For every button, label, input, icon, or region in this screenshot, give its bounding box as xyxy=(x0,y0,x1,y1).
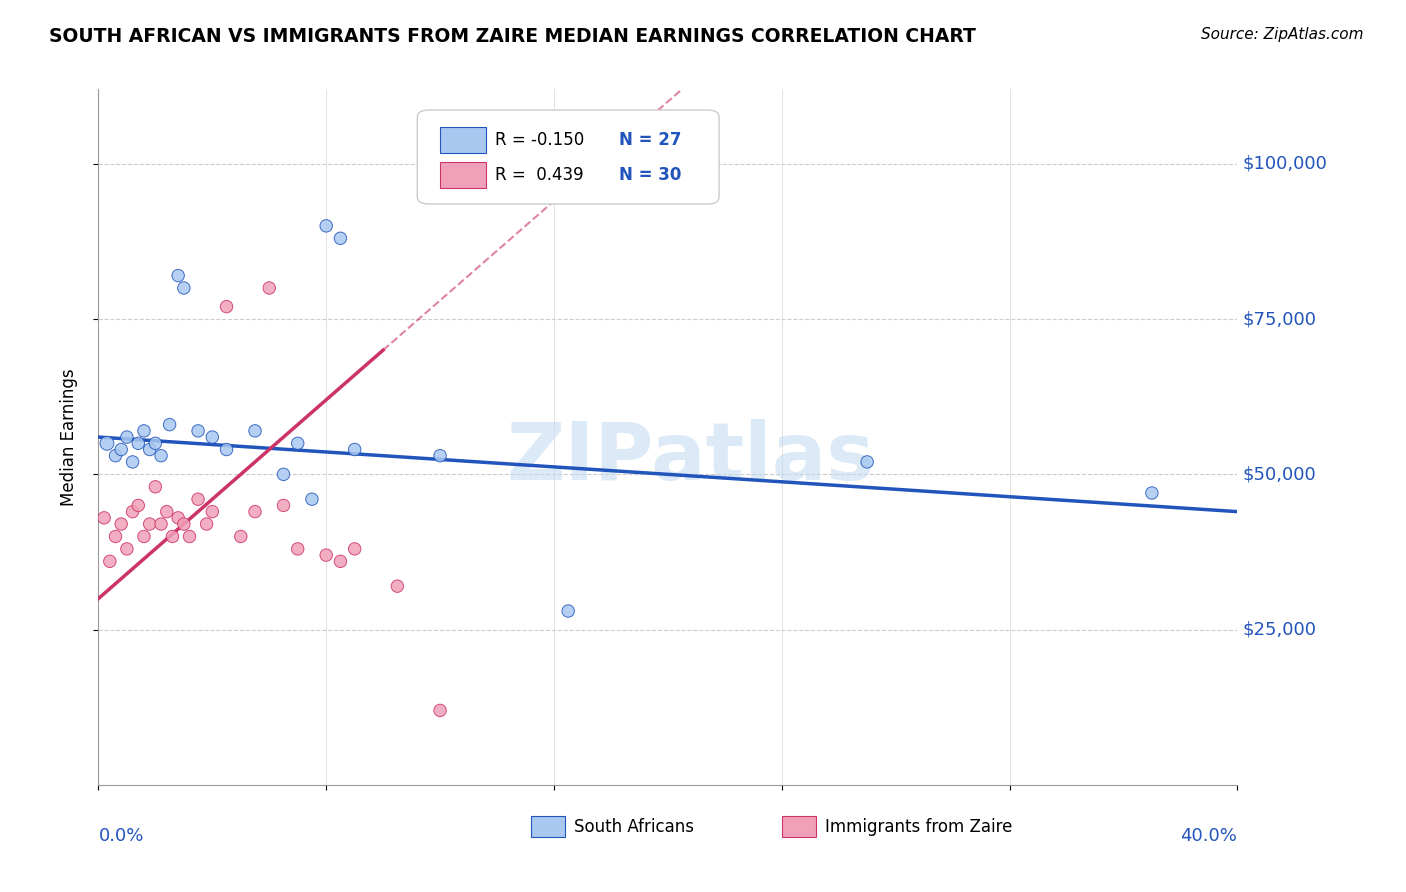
Text: $25,000: $25,000 xyxy=(1243,621,1317,639)
Point xyxy=(167,268,190,283)
Bar xyxy=(440,161,485,188)
Text: N = 27: N = 27 xyxy=(619,131,682,149)
Point xyxy=(329,231,352,245)
Point xyxy=(162,529,184,543)
Text: N = 30: N = 30 xyxy=(619,166,682,184)
Point xyxy=(159,417,181,432)
Point xyxy=(243,505,266,519)
Point xyxy=(243,424,266,438)
Point xyxy=(429,449,451,463)
Text: R = -0.150: R = -0.150 xyxy=(495,131,583,149)
Point xyxy=(132,529,155,543)
Point xyxy=(187,492,209,507)
Point xyxy=(156,505,179,519)
Point xyxy=(215,442,238,457)
Point xyxy=(93,511,115,525)
Text: SOUTH AFRICAN VS IMMIGRANTS FROM ZAIRE MEDIAN EARNINGS CORRELATION CHART: SOUTH AFRICAN VS IMMIGRANTS FROM ZAIRE M… xyxy=(49,27,976,45)
Point xyxy=(173,516,195,531)
Point xyxy=(104,529,127,543)
Point xyxy=(150,449,173,463)
Y-axis label: Median Earnings: Median Earnings xyxy=(59,368,77,506)
FancyBboxPatch shape xyxy=(418,110,718,204)
Text: $50,000: $50,000 xyxy=(1243,466,1317,483)
Point xyxy=(1140,486,1163,500)
Point xyxy=(287,436,309,450)
Point xyxy=(115,541,138,556)
Text: 0.0%: 0.0% xyxy=(98,827,143,845)
Point xyxy=(315,219,337,233)
Point xyxy=(132,424,155,438)
Point xyxy=(138,516,160,531)
Point xyxy=(301,492,323,507)
Point xyxy=(273,467,295,482)
Text: R =  0.439: R = 0.439 xyxy=(495,166,583,184)
Text: Immigrants from Zaire: Immigrants from Zaire xyxy=(825,818,1012,836)
Point xyxy=(121,505,143,519)
Point xyxy=(150,516,173,531)
Point xyxy=(343,442,366,457)
Point xyxy=(110,442,132,457)
Point xyxy=(259,281,281,295)
Text: $75,000: $75,000 xyxy=(1243,310,1317,328)
Point xyxy=(429,703,451,717)
Point xyxy=(96,436,118,450)
Point xyxy=(121,455,143,469)
Point xyxy=(343,541,366,556)
Point xyxy=(273,499,295,513)
Point xyxy=(179,529,201,543)
Point xyxy=(98,554,121,568)
Text: ZIPatlas: ZIPatlas xyxy=(506,419,875,497)
Point xyxy=(387,579,409,593)
Point xyxy=(173,281,195,295)
Point xyxy=(110,516,132,531)
Point xyxy=(127,436,149,450)
Point xyxy=(315,548,337,562)
Point xyxy=(138,442,160,457)
Point xyxy=(104,449,127,463)
Bar xyxy=(531,816,565,837)
Point xyxy=(127,499,149,513)
Text: Source: ZipAtlas.com: Source: ZipAtlas.com xyxy=(1201,27,1364,42)
Bar xyxy=(440,127,485,153)
Point xyxy=(229,529,252,543)
Point xyxy=(201,505,224,519)
Point xyxy=(145,480,167,494)
Point xyxy=(201,430,224,444)
Point xyxy=(329,554,352,568)
Text: South Africans: South Africans xyxy=(575,818,695,836)
Point xyxy=(167,511,190,525)
Point xyxy=(145,436,167,450)
Point xyxy=(856,455,879,469)
Point xyxy=(187,424,209,438)
Text: 40.0%: 40.0% xyxy=(1181,827,1237,845)
Point xyxy=(215,300,238,314)
Point xyxy=(287,541,309,556)
Point xyxy=(115,430,138,444)
Point xyxy=(195,516,218,531)
Bar xyxy=(782,816,815,837)
Point xyxy=(557,604,579,618)
Text: $100,000: $100,000 xyxy=(1243,154,1327,173)
